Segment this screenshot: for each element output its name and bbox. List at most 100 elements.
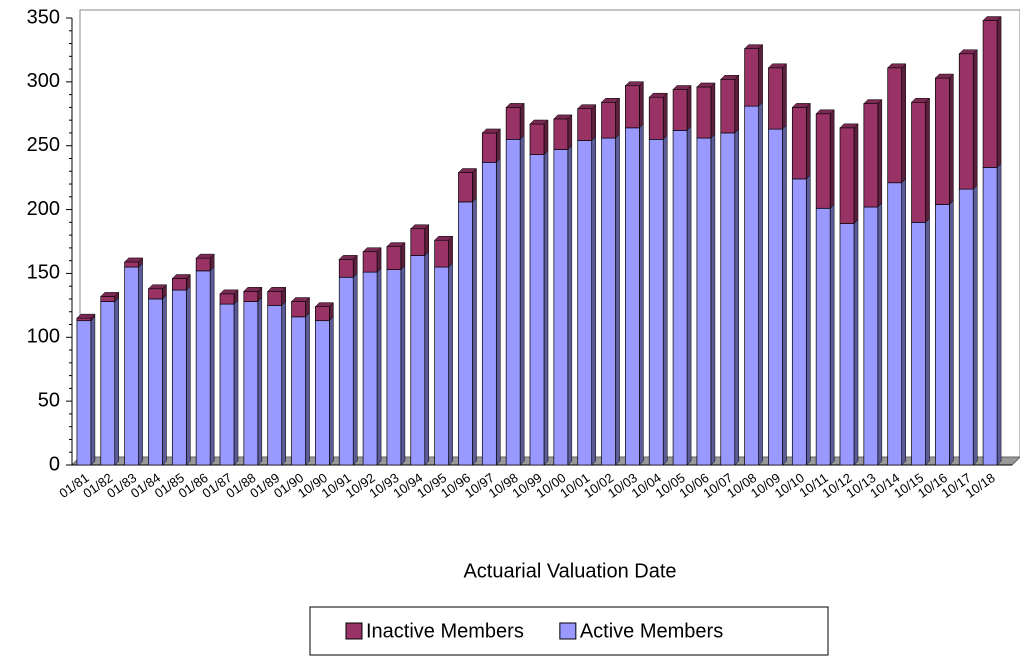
bar-segment [410, 228, 426, 256]
bar-segment [386, 246, 402, 270]
bar-segment [171, 278, 187, 291]
legend-label: Inactive Members [366, 620, 524, 642]
bar-side [996, 15, 1002, 169]
bar-top [553, 114, 573, 120]
bar-top [863, 99, 883, 104]
bar-side [829, 109, 835, 209]
bar-segment [553, 118, 569, 150]
bar-side [877, 202, 883, 466]
bar-side [710, 82, 716, 139]
bar-side [209, 266, 215, 466]
bar-side [758, 101, 763, 466]
bar-segment [958, 188, 974, 466]
bar-top [744, 44, 764, 49]
y-tick-label: 200 [27, 198, 60, 220]
bar-top [100, 292, 120, 297]
bar-segment [768, 128, 783, 466]
bar-side [400, 264, 406, 466]
bar-segment [601, 137, 616, 466]
bar-side [639, 81, 644, 129]
y-tick-label: 0 [49, 453, 60, 475]
bar-top [648, 92, 668, 98]
bar-segment [362, 271, 378, 466]
bar-side [472, 167, 477, 203]
bar-side [138, 262, 143, 466]
y-tick-label: 350 [27, 6, 60, 28]
bar-side [972, 184, 978, 466]
bar-side [567, 114, 573, 151]
bar-side [734, 74, 740, 134]
bar-segment [219, 303, 235, 466]
bar-segment [529, 154, 545, 466]
bar-side [710, 133, 716, 466]
bar-side [686, 84, 692, 131]
bar-side [901, 178, 906, 466]
bar-segment [505, 107, 521, 140]
bar-segment [863, 103, 879, 208]
bar-top [481, 128, 501, 134]
bar-top [577, 104, 597, 109]
bar-side [949, 199, 954, 466]
bar-segment [458, 172, 473, 203]
bar-top [934, 73, 954, 79]
bar-side [758, 44, 763, 107]
bar-top [958, 49, 978, 55]
bar-segment [791, 178, 807, 466]
bar-segment [195, 257, 211, 272]
y-tick-label: 150 [27, 262, 60, 284]
bar-side [806, 174, 811, 466]
bar-segment [267, 290, 283, 306]
bar-segment [625, 85, 640, 129]
bar-side [806, 102, 811, 180]
bar-side [925, 217, 930, 466]
bar-side [376, 267, 382, 466]
bar-segment [744, 48, 759, 107]
bar-side [400, 242, 406, 271]
bar-segment [76, 317, 92, 322]
bar-top [529, 119, 549, 125]
bar-segment [768, 67, 783, 130]
legend-swatch [559, 622, 577, 640]
bar-segment [338, 276, 354, 466]
bar-side [782, 63, 787, 130]
bar-side [782, 124, 787, 466]
bar-segment [124, 266, 139, 466]
bar-segment [982, 167, 998, 466]
bar-segment [148, 288, 163, 300]
bar-segment [481, 161, 497, 466]
bar-side [472, 197, 477, 466]
bar-segment [291, 301, 306, 318]
bar-side [424, 224, 430, 257]
bar-side [662, 92, 668, 140]
bar-top [624, 81, 644, 86]
bar-top [76, 313, 96, 319]
bar-top [791, 103, 811, 108]
bar-side [496, 128, 501, 163]
bar-segment [76, 320, 92, 466]
x-axis-title: Actuarial Valuation Date [463, 560, 676, 582]
bar-side [448, 262, 453, 466]
bar-side [686, 125, 692, 466]
y-tick-label: 250 [27, 134, 60, 156]
bar-side [186, 285, 191, 466]
bar-segment [291, 316, 306, 466]
bar-segment [648, 138, 664, 466]
bar-side [615, 97, 620, 139]
bar-segment [839, 223, 855, 466]
bar-top [147, 284, 168, 290]
bar-side [734, 128, 740, 466]
bar-top [457, 168, 478, 173]
bar-segment [100, 301, 116, 466]
bar-side [996, 162, 1002, 466]
y-tick-label: 50 [38, 389, 60, 411]
bar-segment [243, 290, 259, 302]
bar-segment [577, 108, 593, 141]
bar-segment [720, 132, 736, 466]
bar-side [424, 250, 430, 466]
bar-segment [887, 182, 903, 466]
bar-top [195, 253, 215, 259]
bar-segment [744, 105, 759, 466]
y-tick-label: 300 [27, 70, 60, 92]
bar-top [767, 63, 788, 69]
